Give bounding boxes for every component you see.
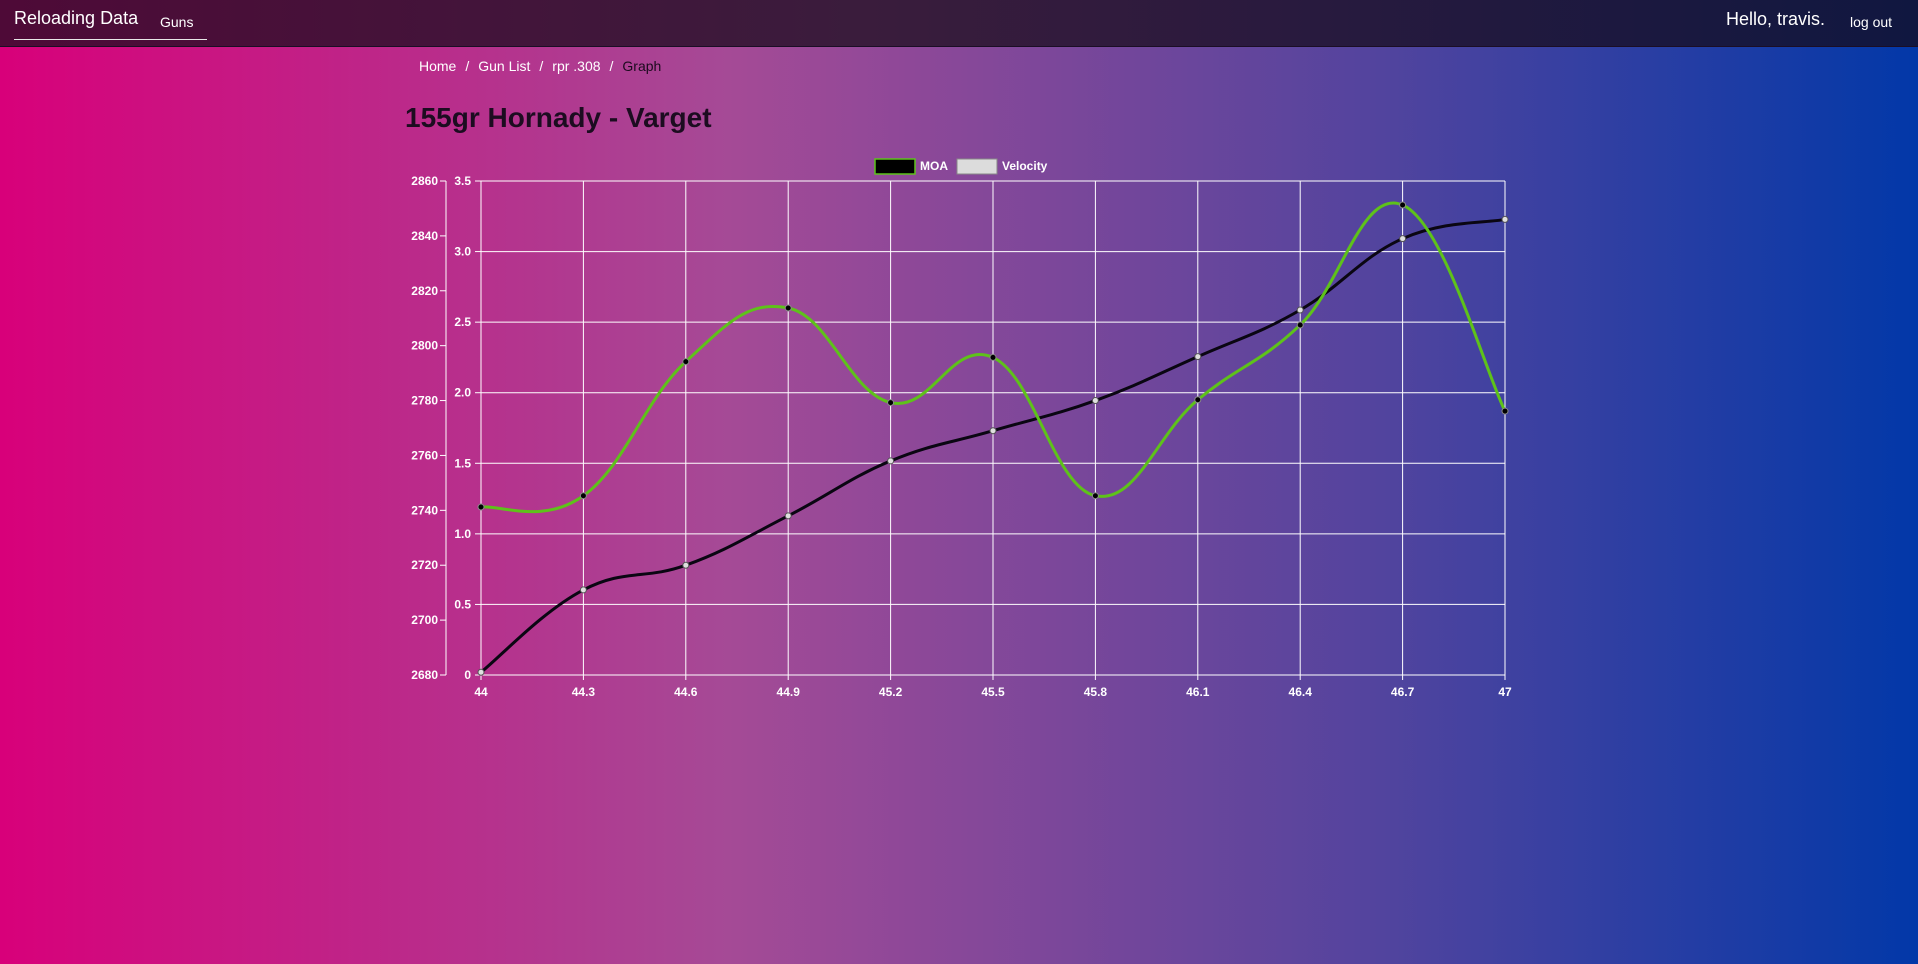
x-axis-tick-label: 45.5	[981, 685, 1005, 699]
x-axis-tick-label: 44.9	[777, 685, 801, 699]
data-point-moa	[784, 304, 792, 312]
y-axis-left-tick-label: 2760	[411, 448, 438, 462]
y-axis-left-tick-label: 2700	[411, 613, 438, 627]
data-point-moa	[682, 358, 690, 366]
breadcrumb-separator: /	[609, 58, 614, 74]
data-point-moa	[477, 503, 485, 511]
data-point-velocity	[784, 512, 792, 520]
data-point-moa	[1091, 492, 1099, 500]
x-axis-tick-label: 45.8	[1084, 685, 1108, 699]
navbar: Reloading Data Guns Hello, travis. log o…	[0, 0, 1918, 47]
y-axis-left-tick-label: 2680	[411, 668, 438, 682]
y-axis-right-tick-label: 2.0	[454, 386, 471, 400]
data-point-moa	[1501, 407, 1509, 415]
y-axis-left-tick-label: 2780	[411, 394, 438, 408]
y-axis-right-tick-label: 3.5	[454, 174, 471, 188]
legend-label-velocity: Velocity	[1002, 159, 1048, 173]
y-axis-left-tick-label: 2840	[411, 229, 438, 243]
page-title: 155gr Hornady - Varget	[405, 102, 712, 133]
breadcrumb-current: Graph	[622, 58, 662, 74]
legend-swatch-velocity	[956, 158, 998, 175]
breadcrumb-gun[interactable]: rpr .308	[552, 58, 601, 74]
y-axis-right-tick-label: 0.5	[454, 597, 471, 611]
data-point-velocity	[887, 457, 895, 465]
series-line-moa	[480, 201, 1507, 514]
y-axis-left-tick-label: 2740	[411, 503, 438, 517]
y-axis-left-tick-label: 2820	[411, 284, 438, 298]
breadcrumb: Home / Gun List / rpr .308 / Graph	[419, 58, 661, 74]
legend-label-moa: MOA	[920, 159, 948, 173]
nav-link-guns[interactable]: Guns	[160, 14, 194, 30]
user-greeting: Hello, travis.	[1726, 9, 1826, 29]
breadcrumb-separator: /	[539, 58, 544, 74]
data-point-velocity	[1399, 235, 1407, 243]
y-axis-left-tick-label: 2800	[411, 339, 438, 353]
data-point-velocity	[1194, 353, 1202, 361]
x-axis-tick-label: 46.4	[1289, 685, 1313, 699]
y-axis-right-tick-label: 1.5	[454, 456, 471, 470]
data-point-velocity	[1296, 306, 1304, 314]
data-point-moa	[1296, 321, 1304, 329]
data-point-moa	[1399, 201, 1407, 209]
breadcrumb-gun-list[interactable]: Gun List	[478, 58, 531, 74]
x-axis-tick-label: 47	[1498, 685, 1512, 699]
data-point-velocity	[682, 561, 690, 569]
data-point-moa	[989, 353, 997, 361]
x-axis-tick-label: 44.6	[674, 685, 698, 699]
x-axis-tick-label: 45.2	[879, 685, 903, 699]
data-point-velocity	[1091, 397, 1099, 405]
logout-link[interactable]: log out	[1850, 14, 1893, 30]
legend-swatch-moa	[874, 158, 916, 175]
breadcrumb-home[interactable]: Home	[419, 58, 457, 74]
data-point-velocity	[989, 427, 997, 435]
data-point-moa	[887, 399, 895, 407]
data-point-velocity	[477, 668, 485, 676]
x-axis-tick-label: 44	[474, 685, 488, 699]
data-point-moa	[579, 492, 587, 500]
data-point-velocity	[1501, 215, 1509, 223]
data-point-velocity	[579, 586, 587, 594]
nav-underline	[14, 39, 207, 40]
x-axis-tick-label: 46.1	[1186, 685, 1210, 699]
breadcrumb-separator: /	[465, 58, 470, 74]
y-axis-right-tick-label: 3.0	[454, 245, 471, 259]
y-axis-right-tick-label: 1.0	[454, 527, 471, 541]
y-axis-left-tick-label: 2720	[411, 558, 438, 572]
x-axis-tick-label: 44.3	[572, 685, 596, 699]
x-axis-tick-label: 46.7	[1391, 685, 1415, 699]
brand-title[interactable]: Reloading Data	[14, 8, 139, 28]
y-axis-right-tick-label: 0	[464, 668, 471, 682]
data-point-moa	[1194, 396, 1202, 404]
y-axis-left-tick-label: 2860	[411, 174, 438, 188]
y-axis-right-tick-label: 2.5	[454, 315, 471, 329]
